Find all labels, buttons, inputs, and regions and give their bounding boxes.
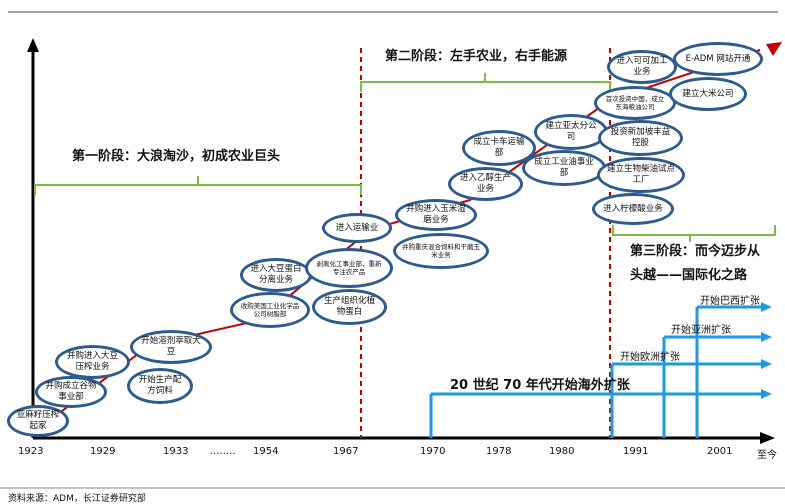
stage2-title: 第二阶段：左手农业，右手能源: [385, 49, 568, 64]
milestone-node: 建立大米公司: [669, 77, 747, 111]
asia-expansion-label: 开始亚洲扩张: [671, 325, 731, 336]
milestone-node: 亚麻籽压榨起家: [7, 405, 69, 437]
milestone-node: 开始生产配方饲料: [127, 368, 193, 404]
year-label: 1970: [420, 446, 446, 457]
europe-expansion-label: 开始欧洲扩张: [620, 352, 680, 363]
year-label: 1991: [623, 446, 649, 457]
asia-arrow-icon: [761, 332, 772, 342]
stage3-bracket: [612, 225, 776, 242]
brazil-expansion-label: 开始巴西扩张: [700, 296, 760, 307]
milestone-node: 开始溶剂萃取大豆: [130, 330, 212, 364]
year-label: 至今: [757, 450, 777, 461]
milestone-node: 成立卡车运输部: [462, 130, 536, 166]
y-axis-arrow-icon: [27, 38, 39, 52]
milestone-node: 收购美国工业化学品公司树脂部: [230, 292, 310, 328]
year-label: 1980: [549, 446, 575, 457]
milestone-node: 首次投资中国，成立东海粮油公司: [594, 86, 676, 120]
trend-arrow-icon: [766, 42, 782, 56]
milestone-node: 进入可可加工业务: [607, 50, 677, 84]
europe-arrow-icon: [761, 359, 772, 369]
stage3-title-line2: 头越——国际化之路: [630, 268, 748, 283]
milestone-node: 剥离化工事业部，重新专注农产品: [305, 248, 393, 288]
milestone-node: 进入运输业: [322, 213, 392, 243]
milestone-node: 并购进入大豆压榨业务: [55, 345, 130, 379]
milestone-node: 并购重庆混合饲料和干磨玉米业务: [393, 233, 489, 269]
year-label: 1978: [486, 446, 512, 457]
milestone-node: 建立亚太分公司: [534, 114, 608, 150]
year-label: 1923: [18, 446, 44, 457]
milestone-node: 投资新加坡丰益控股: [598, 120, 683, 156]
stage1-bracket: [34, 176, 362, 195]
stage3-title-line1: 第三阶段：而今迈步从: [630, 244, 761, 259]
year-label: 1954: [253, 446, 279, 457]
brazil-arrow-icon: [761, 302, 772, 312]
milestone-node: E-ADM 网站开通: [673, 42, 763, 76]
milestone-node: 成立工业油事业部: [522, 150, 606, 186]
milestone-node: 进入大豆蛋白分离业务: [240, 258, 312, 292]
overseas-expansion-label: 20 世纪 70 年代开始海外扩张: [450, 378, 630, 393]
source-note: 资料来源：ADM，长江证券研究部: [8, 494, 146, 504]
x-axis-arrow-icon: [760, 432, 775, 444]
year-label: 1933: [163, 446, 189, 457]
year-label: 1929: [90, 446, 116, 457]
year-label: ........: [210, 446, 236, 457]
year-label: 1967: [333, 446, 359, 457]
milestone-node: 并购成立谷物事业部: [35, 376, 107, 408]
milestone-node: 生产组织化植物蛋白: [312, 289, 387, 325]
milestone-node: 并购进入玉米湿磨业务: [395, 199, 477, 231]
milestone-node: 进入乙醇生产业务: [448, 167, 523, 201]
milestone-node: 进入柠檬酸业务: [592, 193, 674, 225]
stage2-bracket: [360, 73, 611, 92]
overseas-arrow-icon: [761, 389, 772, 399]
stage1-title: 第一阶段：大浪淘沙，初成农业巨头: [72, 149, 281, 164]
milestone-node: 建立生物柴油试点工厂: [597, 157, 685, 193]
year-label: 2001: [707, 446, 733, 457]
